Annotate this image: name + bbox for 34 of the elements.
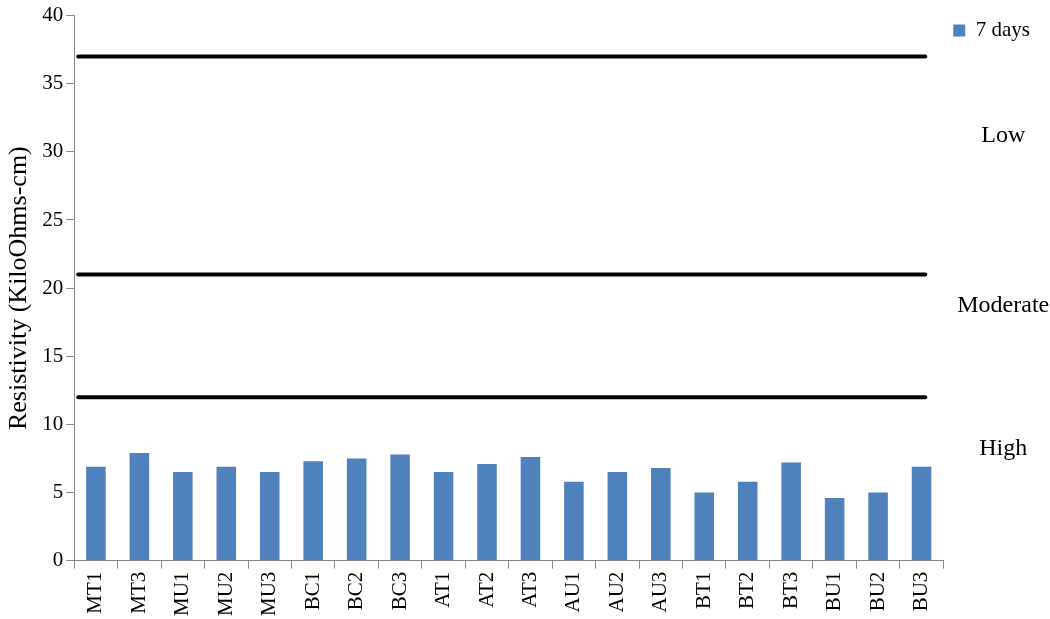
x-tick-label: AT2	[473, 571, 498, 608]
y-tick-label: 40	[42, 2, 64, 27]
y-tick-label: 5	[52, 479, 64, 504]
y-tick-label: 15	[42, 342, 64, 367]
x-tick-label: BT2	[734, 571, 759, 610]
y-tick-label: 35	[42, 70, 64, 95]
text: Moderate	[957, 291, 1050, 318]
x-tick-label: MT3	[125, 571, 150, 614]
x-tick-label: MU1	[169, 571, 194, 617]
y-tick-label: 10	[42, 410, 64, 435]
x-tick-label: BU3	[908, 571, 933, 612]
x-tick-label: AU3	[647, 571, 672, 613]
x-tick-label: BU2	[864, 571, 889, 612]
x-tick-label: AT1	[430, 571, 455, 608]
x-tick-label: BT1	[690, 571, 715, 610]
x-tick-label: MT1	[82, 571, 107, 614]
text: High	[979, 434, 1028, 461]
text: Low	[981, 120, 1026, 147]
legend-label: 7 days	[975, 17, 1031, 42]
y-tick-label: 25	[42, 206, 64, 231]
x-tick-label: BU1	[821, 571, 846, 612]
x-tick-label: BC2	[343, 571, 368, 611]
x-tick-label: MU3	[256, 571, 281, 617]
x-tick-label: BC1	[299, 571, 324, 611]
y-axis-title: Resistivity (KiloOhms-cm)	[3, 146, 33, 431]
x-tick-label: BT3	[777, 571, 802, 610]
y-tick-label: 30	[42, 138, 64, 163]
x-tick-label: BC3	[386, 571, 411, 611]
x-tick-label: MU2	[212, 571, 237, 617]
x-tick-label: AU1	[560, 571, 585, 613]
y-tick-label: 0	[52, 547, 64, 572]
x-tick-label: AU2	[603, 571, 628, 613]
y-tick-label: 20	[42, 274, 64, 299]
x-tick-label: AT3	[516, 571, 541, 608]
